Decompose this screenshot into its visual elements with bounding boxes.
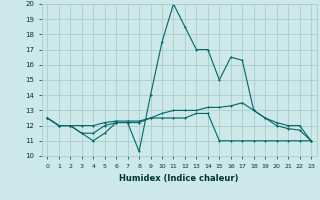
- X-axis label: Humidex (Indice chaleur): Humidex (Indice chaleur): [119, 174, 239, 183]
